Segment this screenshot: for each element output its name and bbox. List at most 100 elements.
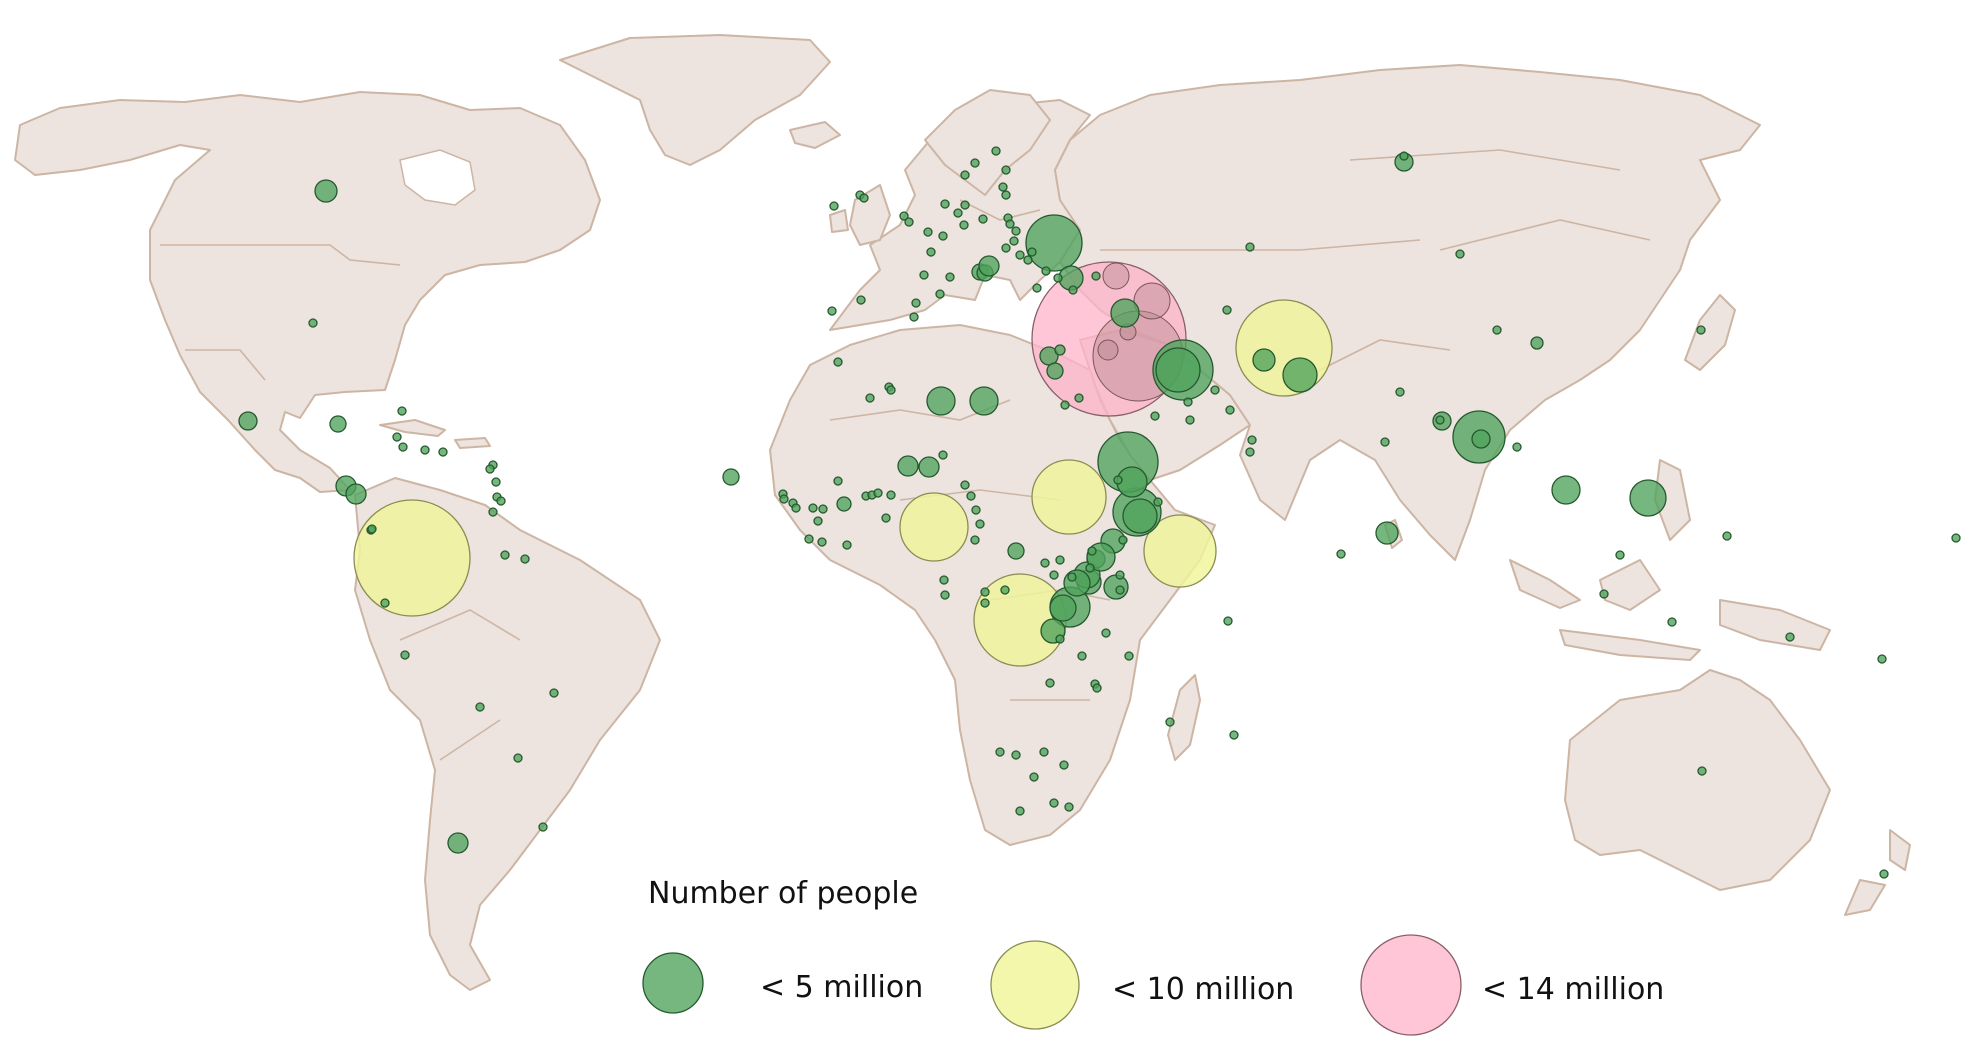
bubble-small <box>314 179 338 203</box>
bubble-small <box>1492 325 1502 335</box>
bubble-small <box>397 406 407 416</box>
bubble-small <box>1068 285 1078 295</box>
bubble-small <box>1059 760 1069 770</box>
asia-landmass <box>1054 64 1761 561</box>
bubble-small <box>1118 535 1128 545</box>
bubble-small <box>980 587 990 597</box>
bubble-small <box>995 747 1005 757</box>
bubble-small <box>899 211 909 221</box>
bubble-small <box>438 447 448 457</box>
bubble-small <box>1055 555 1065 565</box>
bubble-small <box>1053 273 1063 283</box>
bubble-small <box>475 702 485 712</box>
bubble-small <box>1223 616 1233 626</box>
bubble-small <box>926 386 956 416</box>
bubble-small <box>1055 634 1065 644</box>
madagascar <box>1167 674 1201 761</box>
bubble-small <box>513 753 523 763</box>
bubble-small <box>400 650 410 660</box>
bubble-small <box>808 503 818 513</box>
bubble-overlap <box>1102 262 1130 290</box>
bubble-small <box>935 289 945 299</box>
australia-landmass <box>1564 669 1831 891</box>
new-zealand <box>1844 829 1911 916</box>
bubble-small <box>998 182 1008 192</box>
bubble-small <box>1455 249 1465 259</box>
bubble-small <box>1122 498 1158 534</box>
bubble-small <box>779 494 789 504</box>
bubble-small <box>1000 585 1010 595</box>
bubble-medium <box>353 499 471 617</box>
bubble-small <box>1115 570 1125 580</box>
bubble-small <box>813 516 823 526</box>
bubble-small <box>1049 798 1059 808</box>
bubble-small <box>1027 247 1037 257</box>
bubble-small <box>939 575 949 585</box>
bubble-small <box>969 386 999 416</box>
bubble-small <box>1001 243 1011 253</box>
bubble-small <box>1667 617 1677 627</box>
bubble-small <box>1222 305 1232 315</box>
scandinavia-landmass <box>924 89 1051 196</box>
bubble-small <box>842 540 852 550</box>
japan <box>1684 294 1736 371</box>
bubble-small <box>833 357 843 367</box>
bubble-small <box>1951 533 1961 543</box>
bubble-small <box>1023 255 1033 265</box>
iceland <box>789 121 841 149</box>
bubble-small <box>1015 806 1025 816</box>
bubble-small <box>1049 594 1077 622</box>
bubble-small <box>1029 772 1039 782</box>
bubble-small <box>966 491 976 501</box>
bubble-small <box>1229 730 1239 740</box>
bubble-small <box>1245 447 1255 457</box>
bubble-small <box>1435 415 1445 425</box>
bubble-small <box>1399 151 1409 161</box>
bubble-small <box>1150 411 1160 421</box>
bubble-small <box>978 214 988 224</box>
bubble-small <box>398 442 408 452</box>
bubble-small <box>1183 397 1193 407</box>
bubble-small <box>1282 357 1318 393</box>
bubble-small <box>1007 542 1025 560</box>
bubble-small <box>1063 569 1091 597</box>
bubble-small <box>1185 415 1195 425</box>
bubble-small <box>1380 437 1390 447</box>
bubble-small <box>833 476 843 486</box>
bubble-small <box>1153 497 1163 507</box>
bubble-medium <box>1031 459 1107 535</box>
bubble-small <box>940 199 950 209</box>
bubble-small <box>392 432 402 442</box>
bubble-small <box>329 415 347 433</box>
bubble-small <box>1085 563 1095 573</box>
bubble-small <box>836 496 852 512</box>
bubble-small <box>1696 325 1706 335</box>
maritime-southeast-asia <box>1509 459 1831 661</box>
bubble-small <box>938 450 948 460</box>
bubble-small <box>1252 348 1276 372</box>
bubble-small <box>1001 190 1011 200</box>
caribbean-islands <box>379 419 491 449</box>
bubble-small <box>817 537 827 547</box>
bubble-small <box>1049 570 1059 580</box>
bubble-small <box>1615 550 1625 560</box>
bubble-small <box>886 385 896 395</box>
bubble-small <box>549 688 559 698</box>
legend-label-medium: < 10 million <box>1112 972 1294 1007</box>
bubble-small <box>1046 362 1064 380</box>
bubble-small <box>1025 214 1083 272</box>
bubble-small <box>1005 219 1015 229</box>
bubble-small <box>938 231 948 241</box>
bubble-small <box>909 312 919 322</box>
bubble-small <box>1092 683 1102 693</box>
bubble-small <box>1395 387 1405 397</box>
bubble-small <box>873 488 883 498</box>
bubble-small <box>1060 400 1070 410</box>
bubble-small <box>945 272 955 282</box>
british-isles <box>829 184 891 246</box>
bubble-small <box>1124 651 1134 661</box>
bubble-small <box>959 220 969 230</box>
bubble-small <box>1629 479 1667 517</box>
bubble-small <box>791 503 801 513</box>
